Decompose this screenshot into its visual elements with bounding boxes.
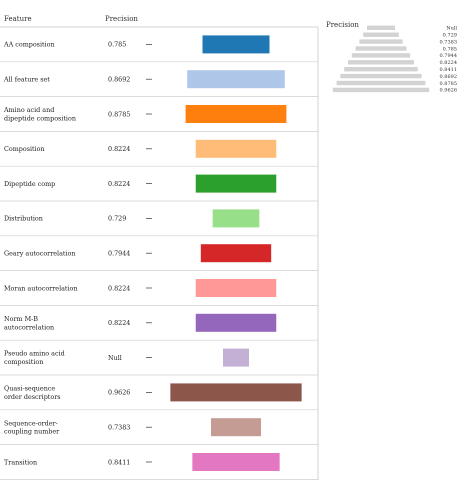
legend-value: 0.729 (443, 33, 457, 39)
precision-bar (212, 209, 260, 228)
precision-bar (195, 139, 277, 158)
precision-bar (192, 453, 280, 471)
precision-bar (223, 348, 249, 367)
feature-label: Geary autocorrelation (4, 250, 75, 258)
legend-value: 0.8692 (440, 74, 458, 80)
feature-label: Transition (4, 458, 37, 466)
precision-bar (195, 174, 277, 193)
feature-rows: AA composition 0.785 All feature set 0.8692… (0, 35, 318, 480)
precision-value: 0.7383 (108, 424, 130, 432)
precision-value: Null (108, 354, 122, 362)
legend-bar (332, 87, 430, 93)
feature-label: order descriptors (4, 393, 61, 401)
legend-value: 0.8785 (440, 81, 458, 87)
legend-bar (340, 73, 422, 79)
precision-value: 0.9626 (108, 389, 130, 397)
precision-bar (195, 313, 277, 332)
feature-label: composition (4, 358, 43, 366)
legend-bar (344, 67, 418, 72)
feature-label: Pseudo amino acid (4, 350, 65, 358)
precision-value: 0.8224 (108, 284, 130, 292)
precision-value: 0.8692 (108, 76, 130, 84)
precision-bar (185, 105, 287, 123)
legend-bar (348, 60, 414, 65)
precision-value: 0.8785 (108, 110, 130, 118)
feature-label: autocorrelation (4, 323, 54, 331)
legend-bar (363, 32, 399, 37)
legend-bar (336, 80, 426, 86)
precision-value: 0.8224 (108, 145, 130, 153)
legend-bar (359, 39, 403, 44)
legend-value: 0.7944 (440, 53, 458, 59)
feature-column-header: Feature (4, 15, 32, 23)
feature-label: Quasi-sequence (4, 385, 55, 393)
precision-bar (200, 244, 272, 263)
legend-title: Precision (326, 21, 359, 29)
precision-bar (210, 418, 262, 437)
feature-label: Dipeptide comp (4, 180, 55, 188)
precision-value: 0.729 (108, 215, 126, 223)
legend-bar (351, 53, 411, 58)
precision-value: 0.7944 (108, 250, 130, 258)
precision-column-header: Precision (105, 15, 138, 23)
precision-value: 0.8224 (108, 319, 130, 327)
feature-label: Distribution (4, 215, 43, 223)
feature-label: Sequence-order- (4, 419, 58, 427)
precision-value: 0.8411 (108, 458, 130, 466)
feature-label: Composition (4, 145, 45, 153)
precision-bar (195, 279, 277, 297)
feature-label: Moran autocorrelation (4, 284, 78, 292)
legend-value: 0.7383 (440, 39, 458, 45)
legend: Null0.7290.73830.7850.79440.82240.84110.… (332, 25, 458, 94)
feature-label: All feature set (3, 76, 50, 84)
precision-bar (202, 35, 270, 54)
feature-label: AA composition (3, 41, 55, 49)
feature-label: Amino acid and (3, 106, 54, 114)
legend-value: Null (446, 26, 457, 32)
precision-value: 0.8224 (108, 180, 130, 188)
precision-bar (187, 70, 285, 89)
precision-value: 0.785 (108, 41, 126, 49)
legend-value: 0.9626 (440, 88, 458, 94)
precision-bar (170, 383, 302, 402)
legend-value: 0.785 (443, 46, 457, 52)
legend-bar (355, 46, 407, 51)
legend-bar (367, 25, 395, 30)
legend-value: 0.8224 (440, 60, 458, 66)
feature-label: coupling number (4, 428, 60, 436)
legend-value: 0.8411 (440, 67, 458, 73)
feature-label: Norm M-B (4, 315, 38, 323)
feature-label: dipeptide composition (4, 115, 76, 123)
